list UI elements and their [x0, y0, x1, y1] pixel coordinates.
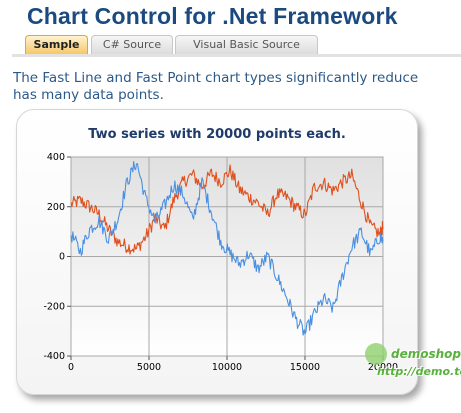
watermark-name: demoshop — [391, 347, 461, 361]
demoshop-logo-icon — [365, 343, 387, 365]
watermark-url: http://demo.tc — [377, 365, 461, 378]
tab-visual-basic-source[interactable]: Visual Basic Source — [175, 35, 318, 54]
y-tick-label: -200 — [43, 301, 65, 312]
series-line-1 — [70, 161, 384, 336]
series-line-0 — [70, 164, 384, 255]
x-axis-ticks: 0 5000 10000 15000 20000 — [68, 356, 398, 373]
chart-frame: Two series with 20000 points each. 400 20… — [16, 109, 418, 395]
tab-sample[interactable]: Sample — [25, 35, 88, 54]
x-tick-label: 20000 — [368, 362, 398, 373]
y-tick-label: 400 — [47, 152, 65, 163]
y-tick-label: -400 — [43, 351, 65, 362]
intro-line-1: The Fast Line and Fast Point chart types… — [13, 70, 419, 86]
watermark: demoshop http://demo.tc — [365, 343, 461, 399]
y-axis-ticks: 400 200 0 -200 -400 — [43, 152, 71, 362]
x-tick-label: 15000 — [290, 362, 320, 373]
tab-csharp-source[interactable]: C# Source — [91, 35, 173, 54]
intro-line-2: has many data points. — [13, 87, 164, 103]
chart-title: Two series with 20000 points each. — [88, 127, 346, 142]
tab-underline — [12, 54, 461, 57]
y-tick-label: 0 — [59, 252, 65, 263]
x-tick-label: 5000 — [137, 362, 161, 373]
line-chart: Two series with 20000 points each. 400 20… — [43, 127, 398, 373]
series-layer — [70, 161, 384, 336]
y-tick-label: 200 — [47, 202, 65, 213]
intro-text: The Fast Line and Fast Point chart types… — [13, 70, 461, 106]
page-title: Chart Control for .Net Framework — [27, 3, 398, 29]
x-tick-label: 0 — [68, 362, 74, 373]
x-tick-label: 10000 — [212, 362, 242, 373]
